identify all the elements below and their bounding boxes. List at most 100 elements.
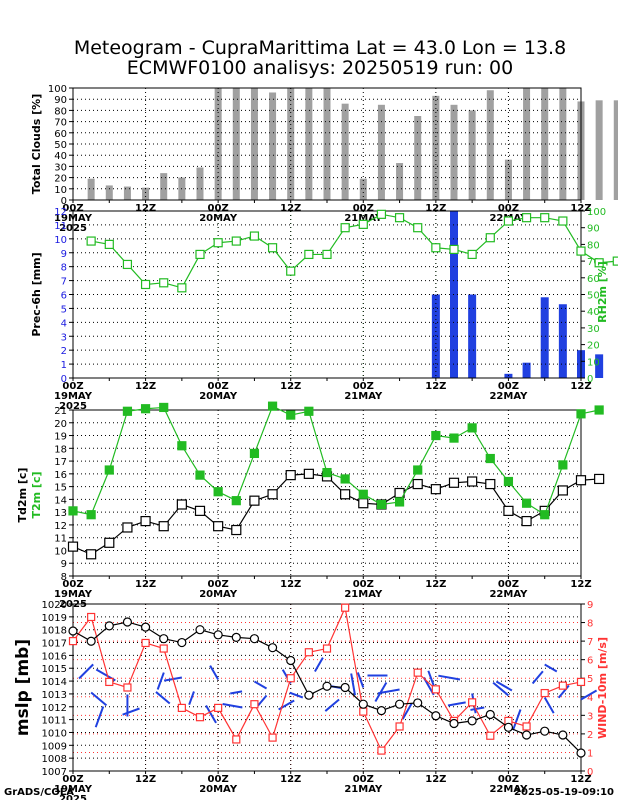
y-tick-label: 4 <box>61 318 67 329</box>
wind-marker <box>341 603 350 612</box>
x-tick-label: 12Z <box>280 579 301 590</box>
mslp-marker <box>467 716 477 726</box>
x-tick-label: 12Z <box>135 579 156 590</box>
t2m-marker <box>449 433 459 443</box>
td2m-marker <box>485 478 496 490</box>
y2-tick-label: 90 <box>587 224 600 235</box>
mslp-marker <box>304 690 314 700</box>
y2-axis-label-wind: WIND-10m [m/s] <box>596 637 609 739</box>
mslp-marker <box>249 634 260 644</box>
rh-marker <box>449 244 459 255</box>
x-tick-label: 00Z <box>353 381 374 392</box>
wind-marker <box>413 668 422 677</box>
wind-barb <box>314 657 324 673</box>
x-tick-label: 00Z <box>498 774 519 785</box>
t2m-marker <box>467 423 477 433</box>
wind-marker <box>159 644 168 653</box>
x-tick-label: 00Z <box>62 381 83 392</box>
t2m-marker <box>213 487 223 497</box>
y-tick-label: 12 <box>54 207 67 218</box>
x-tick-label: 00Z <box>353 579 374 590</box>
y-tick-label: 10 <box>54 546 67 557</box>
y2-tick-label: 2 <box>587 730 593 741</box>
rh-marker <box>286 266 296 276</box>
x-tick-label: 12Z <box>570 774 591 785</box>
td2m-marker <box>267 489 278 500</box>
rh-marker <box>340 223 350 233</box>
cloud-bar <box>523 88 531 200</box>
y-tick-label: 1009 <box>42 741 67 752</box>
t2m-marker <box>540 510 550 520</box>
x-tick-label: 00Z <box>62 579 83 590</box>
x-tick-label: 00Z <box>353 774 374 785</box>
x-tick-label: 00Z <box>208 203 229 214</box>
y-tick-label: 1016 <box>42 651 67 662</box>
td2m-marker <box>194 505 206 516</box>
td2m-line <box>72 473 600 555</box>
y2-tick-label: 50 <box>587 291 600 302</box>
x-year-label: 2025 <box>59 401 87 412</box>
td2m-marker <box>249 495 260 506</box>
y2-tick-label: 80 <box>587 240 600 251</box>
wind-marker <box>431 685 440 694</box>
wind-marker <box>304 648 313 657</box>
cloud-bar <box>396 163 404 200</box>
x-tick-label: 12Z <box>135 203 156 214</box>
mslp-marker <box>358 699 368 709</box>
rh-marker <box>485 233 495 243</box>
mslp-marker <box>267 643 278 653</box>
rh-marker <box>86 236 96 246</box>
y2-tick-label: 6 <box>587 656 593 667</box>
cloud-bar <box>613 100 618 200</box>
wind-marker <box>286 674 295 683</box>
wind-marker <box>195 713 205 722</box>
mslp-marker <box>503 722 514 732</box>
cloud-bar <box>341 103 349 200</box>
rh-marker <box>177 283 187 293</box>
td2m-marker <box>158 521 169 532</box>
x-tick-label: 12Z <box>135 774 156 785</box>
td2m-marker <box>521 515 532 527</box>
rh-marker <box>394 213 405 223</box>
td2m-marker <box>594 473 605 485</box>
t2m-marker <box>558 460 568 470</box>
rh-line <box>91 213 618 289</box>
t2m-marker <box>576 409 586 419</box>
mslp-marker <box>322 681 332 691</box>
y-tick-label: 8 <box>61 572 67 583</box>
y-axis-label-mslp: mslp [mb] <box>13 639 33 736</box>
wind-marker <box>468 698 477 707</box>
y2-tick-label: 70 <box>587 257 600 268</box>
y-tick-label: 16 <box>54 470 67 481</box>
mslp-marker <box>86 636 96 646</box>
t2m-marker <box>340 474 350 484</box>
y2-tick-label: 9 <box>587 600 593 611</box>
cloud-bar <box>595 100 603 200</box>
wind-barb <box>531 670 544 685</box>
x-date-label: 19MAY <box>54 784 93 795</box>
x-tick-label: 12Z <box>280 381 301 392</box>
rh-marker <box>140 279 151 290</box>
y2-tick-label: 40 <box>587 307 600 318</box>
td2m-marker <box>67 541 79 552</box>
t2m-marker <box>286 410 296 420</box>
cloud-bar <box>232 88 240 200</box>
td2m-marker <box>86 549 97 560</box>
wind-marker <box>177 703 186 713</box>
y2-tick-label: 0 <box>587 767 593 778</box>
y-tick-label: 2 <box>61 346 67 357</box>
cloud-bar <box>160 173 168 200</box>
td2m-marker <box>340 489 351 500</box>
t2m-marker <box>122 406 133 416</box>
precip-bar <box>595 354 604 378</box>
wind-barb <box>289 691 304 699</box>
y-tick-label: 10 <box>54 185 67 196</box>
t2m-marker <box>376 499 387 510</box>
t2m-marker <box>413 465 423 475</box>
x-date-label: 22MAY <box>489 589 528 600</box>
wind-barb <box>438 674 461 681</box>
t2m-line <box>72 405 600 516</box>
mslp-marker <box>104 621 114 631</box>
x-date-label: 22MAY <box>489 391 528 402</box>
